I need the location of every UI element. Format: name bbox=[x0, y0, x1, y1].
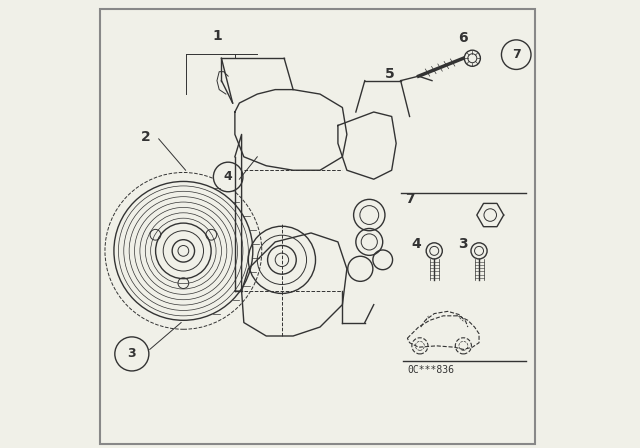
Polygon shape bbox=[477, 203, 504, 227]
Circle shape bbox=[502, 40, 531, 69]
Text: 3: 3 bbox=[127, 347, 136, 361]
Circle shape bbox=[213, 162, 243, 192]
Text: 5: 5 bbox=[385, 67, 394, 81]
Text: 3: 3 bbox=[458, 237, 468, 251]
Text: 0C***836: 0C***836 bbox=[407, 365, 454, 375]
Circle shape bbox=[115, 337, 149, 371]
Text: 1: 1 bbox=[212, 29, 222, 43]
Text: 4: 4 bbox=[412, 237, 421, 251]
Text: 2: 2 bbox=[140, 129, 150, 144]
Text: 6: 6 bbox=[458, 31, 468, 45]
Text: 4: 4 bbox=[224, 170, 232, 184]
Text: 7: 7 bbox=[512, 48, 520, 61]
Text: 7: 7 bbox=[404, 192, 415, 207]
